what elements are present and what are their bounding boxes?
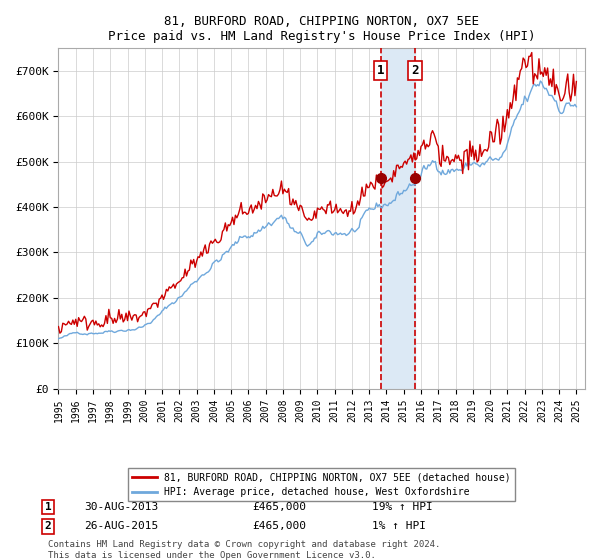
Text: 1: 1 [44, 502, 52, 512]
Text: 19% ↑ HPI: 19% ↑ HPI [372, 502, 433, 512]
Text: 2: 2 [412, 64, 419, 77]
Text: 30-AUG-2013: 30-AUG-2013 [84, 502, 158, 512]
Text: Contains HM Land Registry data © Crown copyright and database right 2024.
This d: Contains HM Land Registry data © Crown c… [48, 540, 440, 559]
Text: 1% ↑ HPI: 1% ↑ HPI [372, 521, 426, 531]
Text: 2: 2 [44, 521, 52, 531]
Text: £465,000: £465,000 [252, 521, 306, 531]
Bar [380, 48, 415, 389]
Text: £465,000: £465,000 [252, 502, 306, 512]
Title: 81, BURFORD ROAD, CHIPPING NORTON, OX7 5EE
Price paid vs. HM Land Registry's Hou: 81, BURFORD ROAD, CHIPPING NORTON, OX7 5… [108, 15, 535, 43]
Legend: 81, BURFORD ROAD, CHIPPING NORTON, OX7 5EE (detached house), HPI: Average price,: 81, BURFORD ROAD, CHIPPING NORTON, OX7 5… [128, 469, 515, 501]
Text: 1: 1 [377, 64, 385, 77]
Text: 26-AUG-2015: 26-AUG-2015 [84, 521, 158, 531]
